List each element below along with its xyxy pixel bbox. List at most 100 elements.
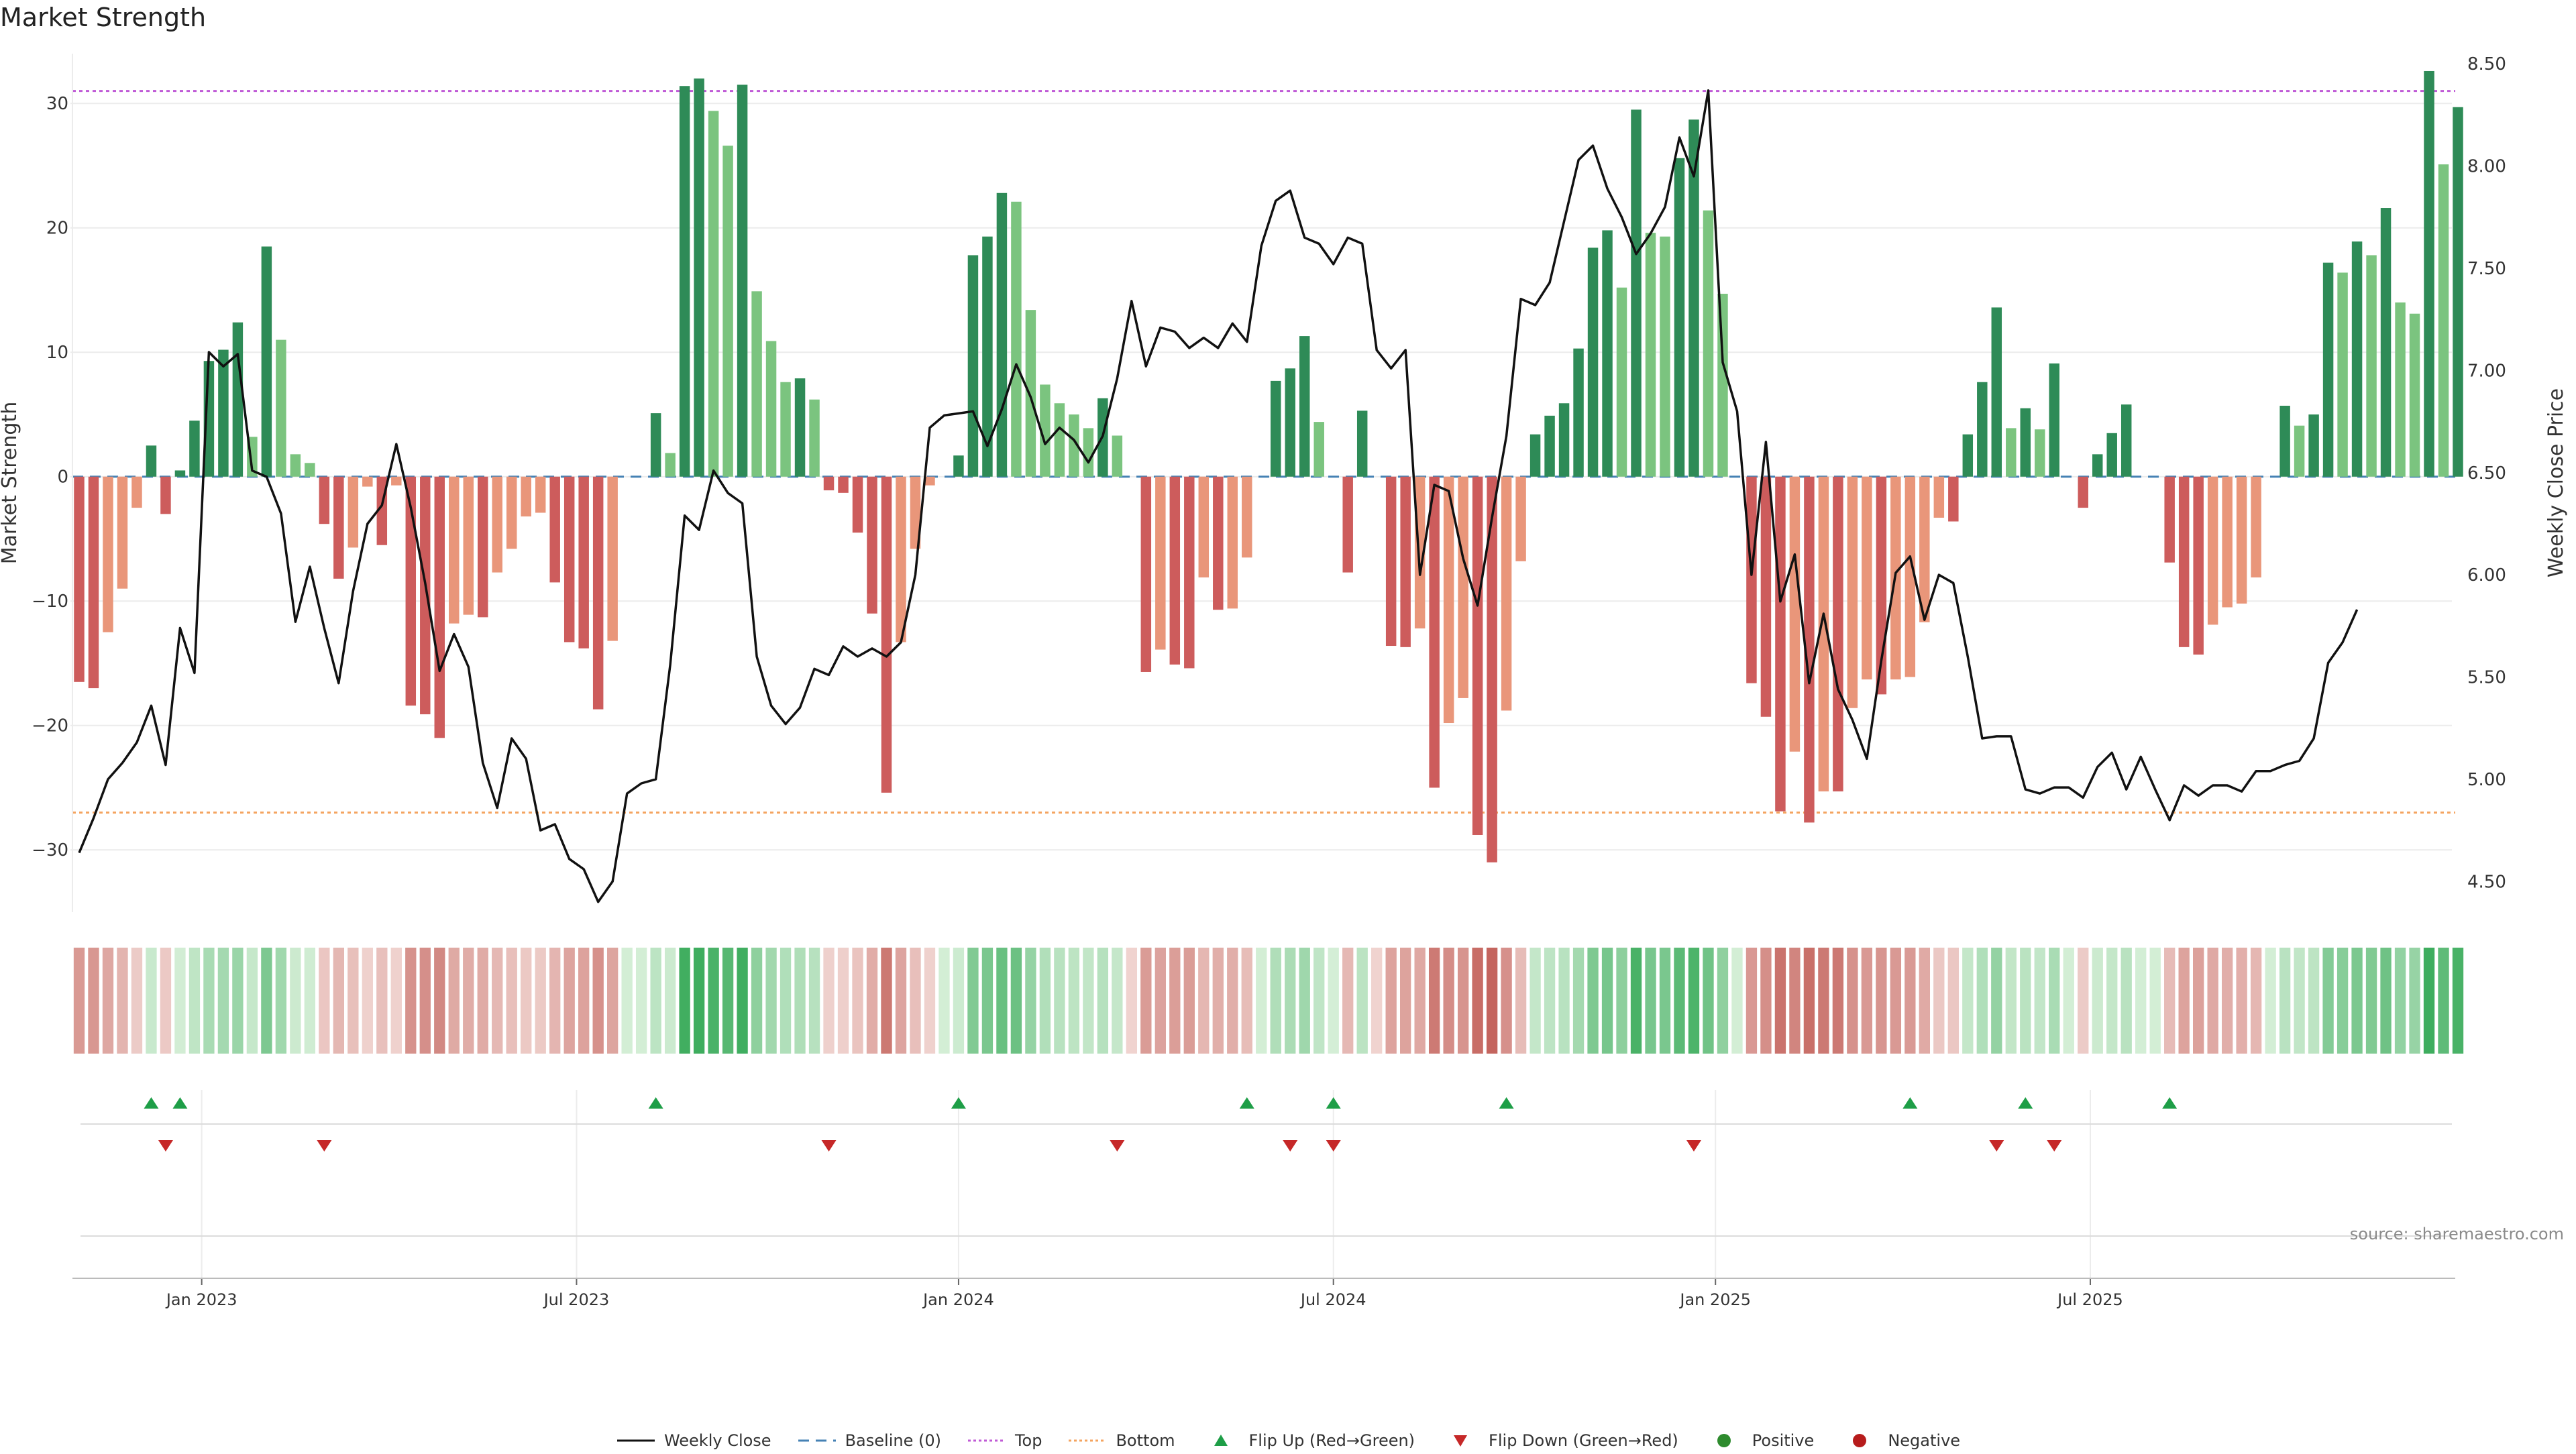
heat-tile [1155, 948, 1166, 1054]
strength-bar [391, 476, 402, 486]
heat-tile [1558, 948, 1570, 1054]
strength-bar [2395, 302, 2406, 477]
y-tick-label-left: 10 [46, 343, 68, 363]
strength-bar [967, 255, 979, 477]
strength-bar [1299, 336, 1310, 477]
heat-tile [1083, 948, 1094, 1054]
strength-bar [103, 476, 113, 632]
heat-tile [492, 948, 503, 1054]
heat-tile [1472, 948, 1483, 1054]
heat-tile [1572, 948, 1585, 1054]
strength-bar [852, 476, 863, 533]
heat-tile [1789, 948, 1801, 1054]
strength-bar [1631, 109, 1642, 477]
y-tick-label-left: −30 [32, 840, 68, 860]
source-note: source: sharemaestro.com [2349, 1225, 2564, 1243]
strength-bar [780, 382, 791, 477]
x-tick-label: Jul 2024 [1299, 1290, 1366, 1309]
strength-bar [1602, 230, 1613, 477]
flip-down-marker [317, 1140, 332, 1152]
legend-label: Flip Down (Green→Red) [1489, 1431, 1678, 1450]
heat-tile [737, 948, 748, 1054]
heat-tile [1919, 948, 1931, 1054]
heat-tile [1904, 948, 1916, 1054]
strength-bar [2409, 313, 2420, 477]
strength-bar [896, 476, 906, 642]
heat-tile [751, 948, 763, 1054]
strength-bar [1962, 434, 1974, 477]
legend-item-bottom: Bottom [1067, 1431, 1175, 1450]
strength-bar [1991, 307, 2002, 477]
strength-bar [1746, 476, 1757, 683]
heat-tile [1659, 948, 1671, 1054]
dashed-line-swatch-icon [798, 1439, 836, 1442]
x-tick-label: Jul 2025 [2056, 1290, 2123, 1309]
strength-bar [1775, 476, 1786, 812]
heat-tile [1616, 948, 1627, 1054]
y-tick-label-left: −20 [32, 716, 68, 736]
dot-red-icon [1853, 1434, 1867, 1447]
strength-bar [492, 476, 502, 573]
strength-bar [521, 476, 531, 517]
heat-tile [664, 948, 676, 1054]
flip-down-marker [1326, 1140, 1341, 1152]
strength-bar [2121, 404, 2132, 477]
heat-tile [780, 948, 792, 1054]
heat-tile [1126, 948, 1138, 1054]
heat-tile [347, 948, 359, 1054]
strength-bar [1515, 476, 1526, 561]
strength-bar [867, 476, 877, 614]
strength-bar [1227, 476, 1238, 609]
heat-tile [405, 948, 417, 1054]
heat-tile [895, 948, 907, 1054]
strength-bar [1717, 294, 1728, 477]
heat-tile [189, 948, 201, 1054]
y-axis-title-left: Market Strength [0, 402, 21, 564]
strength-bar [2251, 476, 2261, 577]
strength-bar [1400, 476, 1411, 647]
heat-tile [1212, 948, 1224, 1054]
heat-tile [2034, 948, 2045, 1054]
legend-item-negative: Negative [1839, 1431, 1960, 1450]
flip-markers [144, 1097, 2178, 1152]
heat-tile [881, 948, 892, 1054]
heat-tile [117, 948, 128, 1054]
heat-tile [73, 948, 85, 1054]
heat-tile [1313, 948, 1325, 1054]
strength-bar [809, 399, 820, 477]
strength-bar [2020, 408, 2031, 477]
heat-tile [1112, 948, 1123, 1054]
legend-item-weekly-close: Weekly Close [616, 1431, 771, 1450]
heat-tile [953, 948, 965, 1054]
heat-tile [2207, 948, 2218, 1054]
strength-bar [1847, 476, 1858, 708]
heat-tile [2049, 948, 2060, 1054]
heat-tile [852, 948, 863, 1054]
heat-tile [1544, 948, 1556, 1054]
strength-bar [2308, 414, 2319, 477]
heat-tile [1746, 948, 1758, 1054]
heat-tile [650, 948, 661, 1054]
y-tick-label-left: −10 [32, 592, 68, 612]
heat-tile [1890, 948, 1902, 1054]
strength-bar [2106, 433, 2117, 477]
y-axis-title-right: Weekly Close Price [2544, 388, 2568, 577]
heat-tile [1428, 948, 1440, 1054]
heat-tile [1703, 948, 1714, 1054]
heat-tile [1371, 948, 1383, 1054]
flip-down-marker [821, 1140, 837, 1152]
strength-bar [189, 421, 200, 477]
flip-up-marker [1239, 1097, 1254, 1109]
heat-tile [448, 948, 460, 1054]
strength-bar [1760, 476, 1772, 717]
heat-tile [1674, 948, 1685, 1054]
strength-bar [2078, 476, 2088, 508]
strength-bar [1833, 476, 1843, 792]
strength-bar [347, 476, 359, 548]
line-swatch-icon [616, 1439, 655, 1442]
y-tick-label-right: 5.50 [2467, 668, 2506, 688]
strength-bar [232, 322, 244, 477]
reference-lines [72, 90, 2455, 814]
heat-tile [996, 948, 1008, 1054]
flip-up-marker [1326, 1097, 1341, 1109]
